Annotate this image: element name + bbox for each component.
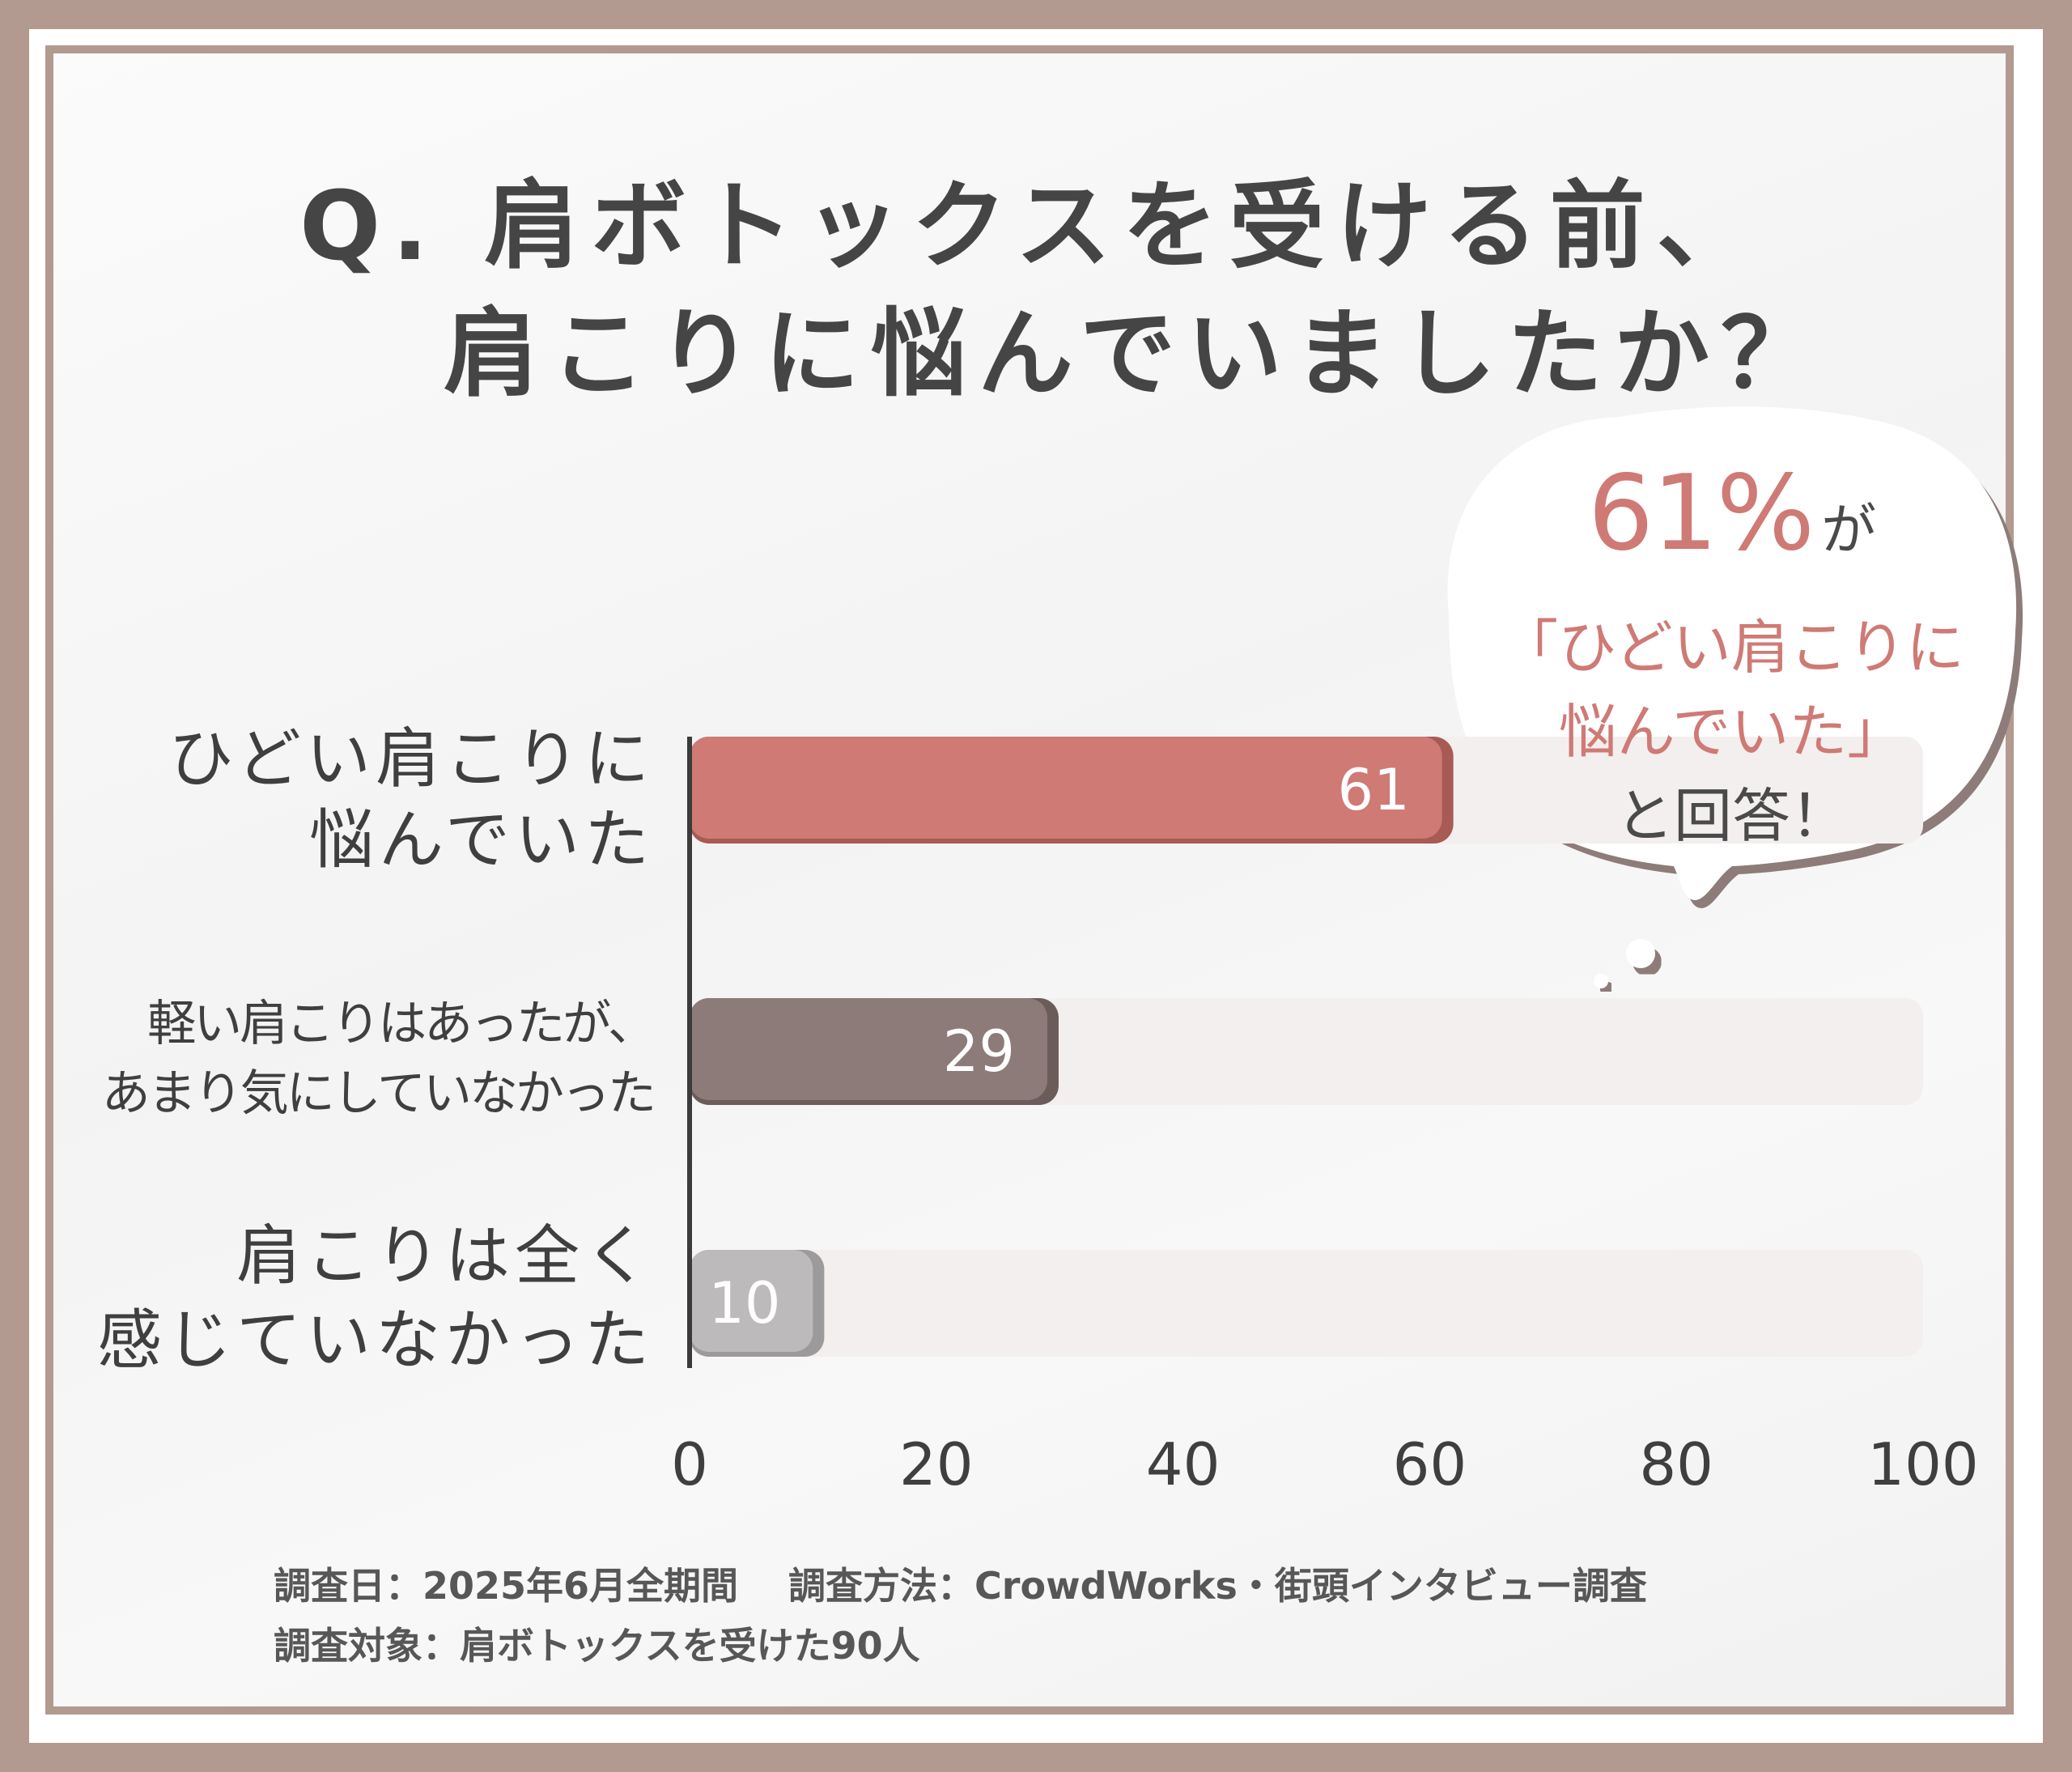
bar-mild xyxy=(690,998,1047,1100)
x-tick-label: 40 xyxy=(1146,1430,1221,1498)
callout-text: 61% が 「ひどい肩こりに 悩んでいた」 と回答！ xyxy=(1449,453,2015,858)
x-tick-label: 100 xyxy=(1867,1430,1978,1498)
footer-method: 調査方法：CrowdWorks・街頭インタビュー調査 xyxy=(788,1564,1647,1608)
data-label-severe: 61 xyxy=(1338,757,1410,823)
bar-none xyxy=(690,1250,813,1352)
x-tick-label: 20 xyxy=(899,1430,974,1498)
footer-target: 調査対象：肩ボトックスを受けた90人 xyxy=(274,1624,920,1668)
callout-particle: が xyxy=(1821,499,1877,563)
chart-question-title: Q. 肩ボトックスを受ける前、 肩こりに悩んでいましたか？ xyxy=(299,162,1837,418)
callout-percent: 61% xyxy=(1587,453,1815,574)
bar-track-none xyxy=(690,1250,1923,1357)
callout-answer: と回答！ xyxy=(1615,782,1849,850)
x-tick-label: 60 xyxy=(1393,1430,1467,1498)
x-tick-label: 80 xyxy=(1639,1430,1713,1498)
title-line-2: 肩こりに悩んでいましたか？ xyxy=(444,298,1828,410)
category-label-severe: ひどい肩こりに 悩んでいた xyxy=(168,721,654,878)
x-tick-label: 0 xyxy=(671,1430,708,1498)
footer-date: 調査日：2025年6月全期間 xyxy=(274,1564,739,1608)
callout-quote-line-1: 「ひどい肩こりに xyxy=(1500,614,1964,682)
category-label-mild: 軽い肩こりはあったが、 あまり気にしていなかった xyxy=(101,996,656,1122)
data-label-mild: 29 xyxy=(943,1018,1015,1085)
bar-severe xyxy=(690,737,1442,839)
callout-quote-line-2: 悩んでいた」 xyxy=(1558,698,1906,766)
survey-footer: 調査日：2025年6月全期間 調査方法：CrowdWorks・街頭インタビュー調査… xyxy=(274,1556,1647,1676)
data-label-none: 10 xyxy=(708,1270,780,1336)
category-label-none: 肩こりは全く 感じていなかった xyxy=(97,1218,654,1378)
title-line-1: Q. 肩ボトックスを受ける前、 xyxy=(299,170,1764,282)
